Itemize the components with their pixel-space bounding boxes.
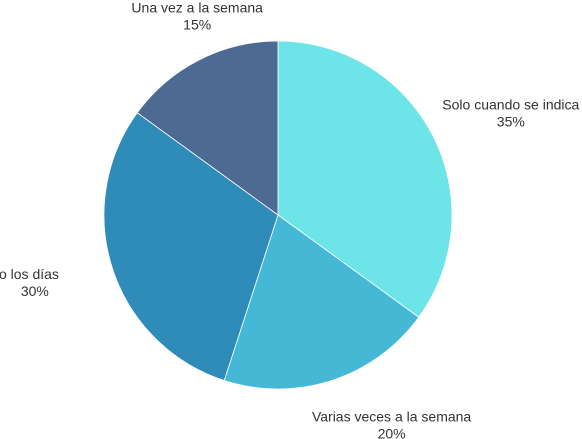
pie-slice-4	[136, 40, 279, 216]
slice-percent-label: 30%	[21, 283, 49, 299]
slice-percent-label: 20%	[378, 426, 406, 439]
slice-category-label: Solo cuando se indica	[442, 97, 579, 113]
pie-slice-3	[103, 112, 279, 381]
pie-slice-1	[277, 40, 453, 318]
slice-category-label: Una vez a la semana	[131, 0, 263, 16]
pie-slice-2	[223, 214, 420, 390]
slice-category-label: Varias veces a la semana	[312, 409, 471, 425]
slices-layer	[103, 40, 453, 390]
slice-percent-label: 35%	[497, 114, 525, 130]
slice-category-label: Todo los días	[0, 266, 59, 282]
slice-percent-label: 15%	[183, 17, 211, 33]
